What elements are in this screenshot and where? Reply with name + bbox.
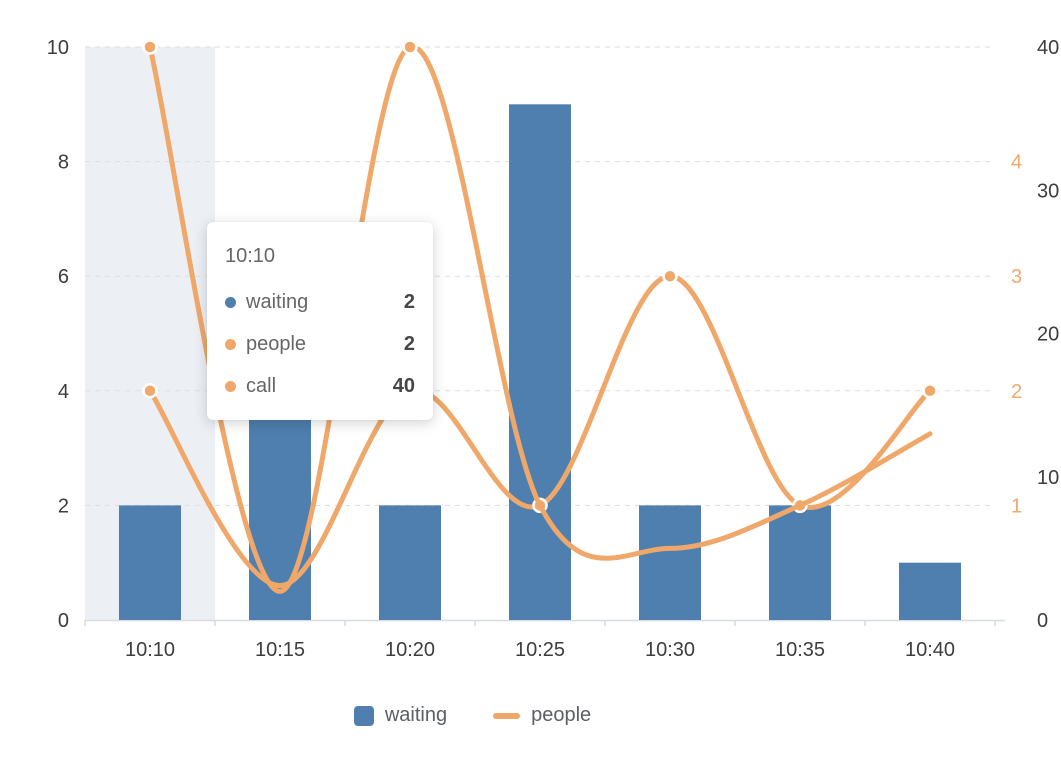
tooltip-title: 10:10 [225, 245, 276, 267]
waiting-bar[interactable] [509, 104, 571, 621]
y-axis-people-label: 4 [1011, 152, 1022, 174]
y-axis-left-label: 6 [58, 266, 69, 288]
tooltip-series-label: call [246, 375, 277, 397]
y-axis-call-label: 20 [1037, 324, 1059, 346]
tooltip-row-people: people 2 [225, 330, 415, 358]
tooltip-series-value: 2 [403, 333, 415, 355]
y-axis-left-label: 0 [58, 610, 69, 632]
waiting-bar[interactable] [769, 505, 831, 620]
tooltip-series-label: waiting [246, 291, 309, 313]
x-axis-label: 10:10 [125, 639, 175, 661]
y-axis-call-label: 10 [1037, 467, 1059, 489]
y-axis-left-label: 8 [58, 152, 69, 174]
tooltip-row-call: call 40 [225, 372, 415, 400]
people-point-marker[interactable] [662, 268, 678, 284]
y-axis-call-label: 40 [1037, 37, 1059, 59]
tooltip: 10:10 waiting 2 people 2 call 40 [207, 222, 433, 420]
call-series-dot-icon [225, 380, 236, 392]
people-point-marker[interactable] [922, 383, 938, 399]
call-point-marker[interactable] [402, 39, 418, 55]
waiting-bar[interactable] [379, 505, 441, 620]
x-axis-label: 10:35 [775, 639, 825, 661]
people-series-dot-icon [225, 338, 236, 350]
people-legend-marker-icon [493, 712, 521, 719]
legend: waiting people [0, 704, 1003, 727]
tooltip-row-waiting: waiting 2 [225, 288, 415, 316]
y-axis-left-label: 10 [47, 37, 69, 59]
x-axis-label: 10:30 [645, 639, 695, 661]
tooltip-series-label: people [246, 333, 307, 355]
waiting-bar[interactable] [639, 505, 701, 620]
legend-label: people [531, 704, 592, 726]
legend-item-waiting[interactable]: waiting [353, 704, 448, 727]
call-line[interactable] [147, 47, 933, 594]
y-axis-people-label: 3 [1011, 266, 1022, 288]
waiting-bar[interactable] [899, 562, 961, 620]
y-axis-people-label: 2 [1011, 381, 1022, 403]
legend-label: waiting [384, 704, 448, 726]
call-point-marker[interactable] [142, 39, 158, 55]
tooltip-series-value: 2 [403, 291, 415, 313]
x-axis-label: 10:15 [255, 639, 305, 661]
y-axis-call-label: 0 [1037, 610, 1048, 632]
legend-item-people[interactable]: people [493, 704, 591, 727]
x-axis-label: 10:20 [385, 639, 435, 661]
y-axis-left-label: 2 [58, 495, 69, 517]
tooltip-series-value: 40 [392, 375, 415, 397]
waiting-legend-marker-icon [353, 705, 374, 726]
x-axis-label: 10:40 [905, 639, 955, 661]
y-axis-people-label: 1 [1011, 495, 1022, 517]
people-point-marker[interactable] [142, 383, 158, 399]
waiting-series-dot-icon [225, 296, 236, 308]
waiting-bar[interactable] [119, 505, 181, 620]
y-axis-left-label: 4 [58, 381, 69, 403]
x-axis-label: 10:25 [515, 639, 565, 661]
y-axis-call-label: 30 [1037, 180, 1059, 202]
